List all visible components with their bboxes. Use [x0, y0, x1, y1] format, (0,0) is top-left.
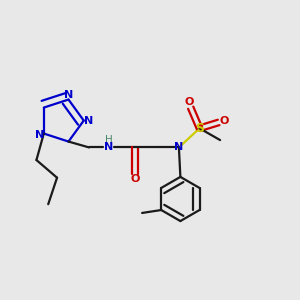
Text: S: S	[195, 122, 204, 135]
Text: N: N	[83, 116, 93, 126]
Text: N: N	[103, 142, 113, 152]
Text: N: N	[64, 90, 73, 100]
Text: N: N	[35, 130, 44, 140]
Text: H: H	[105, 135, 113, 145]
Text: O: O	[184, 98, 194, 107]
Text: O: O	[219, 116, 229, 126]
Text: N: N	[174, 142, 184, 152]
Text: O: O	[130, 174, 140, 184]
